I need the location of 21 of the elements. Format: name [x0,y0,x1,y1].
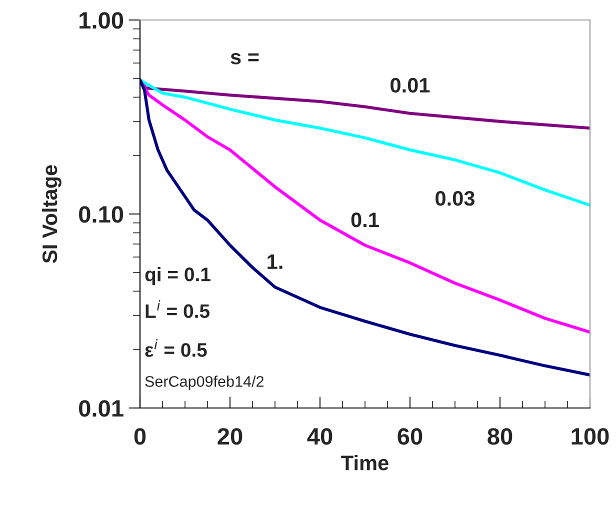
x-tick-label: 0 [134,428,146,445]
annotation: L$^{i}$ = 0.5 [146,300,210,318]
annotation: ε$^{i}$ = 0.5 [145,338,207,357]
series-label: 0.01 [390,78,430,93]
series-label: 1. [268,254,282,269]
annotation: qi = 0.1 [145,267,210,286]
x-axis-title: Time [341,455,388,470]
y-tick-label: 1.00 [80,12,124,29]
x-tick-label: 100 [572,428,609,445]
x-tick-label: 40 [307,428,332,445]
series-label: 0.1 [351,212,379,228]
series-label: 0.03 [436,191,475,206]
x-tick-label: 80 [488,428,512,445]
x-tick-label: 60 [398,428,422,445]
line-series [140,78,590,207]
y-axis-title: SI Voltage [42,165,62,263]
y-tick-label: 0.10 [79,206,124,223]
annotation: s = [230,52,259,64]
annotation: SerCap09feb14/2 [145,376,264,390]
x-tick-label: 20 [218,428,242,445]
y-tick-label: 0.01 [79,400,124,417]
